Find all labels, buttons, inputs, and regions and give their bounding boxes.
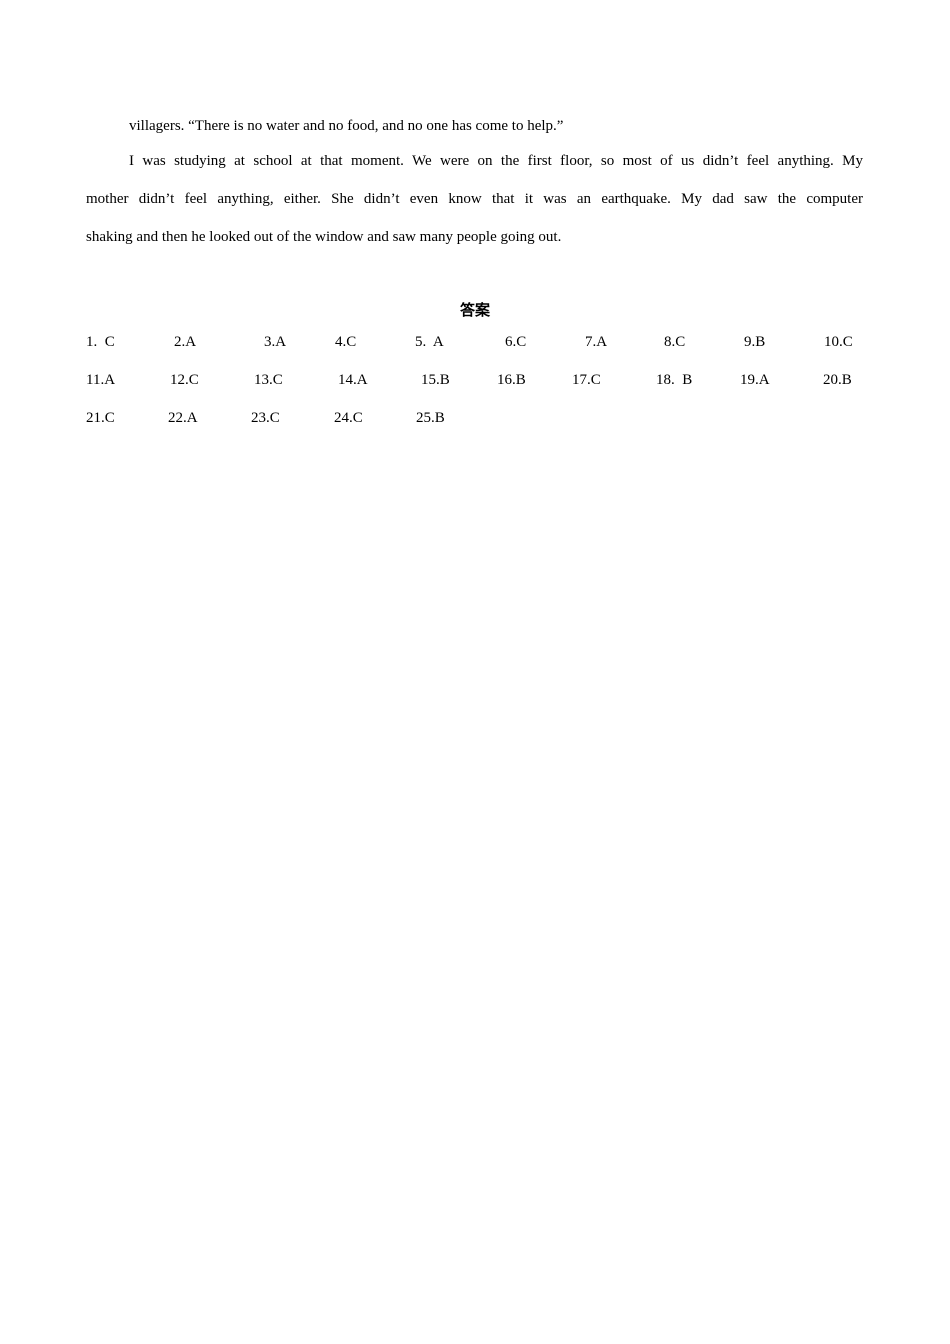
- answer-item: 13.C: [254, 372, 283, 388]
- answer-item: 11.A: [86, 372, 116, 388]
- answer-item: 6.C: [505, 334, 527, 350]
- answers-title: 答案: [459, 301, 490, 319]
- answer-item: 16.B: [497, 372, 526, 388]
- answer-item: 1. C: [86, 334, 115, 350]
- answer-item: 8.C: [664, 334, 686, 350]
- answer-item: 9.B: [744, 334, 766, 350]
- passage-line: mother didn’t feel anything, either. She…: [86, 191, 863, 207]
- answer-item: 18. B: [656, 372, 693, 388]
- answer-item: 2.A: [174, 334, 197, 350]
- answer-item: 4.C: [335, 334, 357, 350]
- answer-item: 21.C: [86, 410, 115, 426]
- answer-item: 15.B: [421, 372, 450, 388]
- answer-item: 20.B: [823, 372, 852, 388]
- answer-item: 7.A: [585, 334, 608, 350]
- answer-item: 3.A: [264, 334, 287, 350]
- answer-item: 24.C: [334, 410, 363, 426]
- answer-item: 25.B: [416, 410, 445, 426]
- passage-line: shaking and then he looked out of the wi…: [86, 229, 562, 245]
- answer-item: 23.C: [251, 410, 280, 426]
- answer-item: 17.C: [572, 372, 601, 388]
- passage-line: I was studying at school at that moment.…: [129, 153, 863, 169]
- answer-item: 12.C: [170, 372, 199, 388]
- passage-line: villagers. “There is no water and no foo…: [129, 118, 564, 134]
- answer-item: 14.A: [338, 372, 368, 388]
- answer-item: 10.C: [824, 334, 853, 350]
- answer-item: 19.A: [740, 372, 770, 388]
- answer-item: 5. A: [415, 334, 444, 350]
- answer-item: 22.A: [168, 410, 198, 426]
